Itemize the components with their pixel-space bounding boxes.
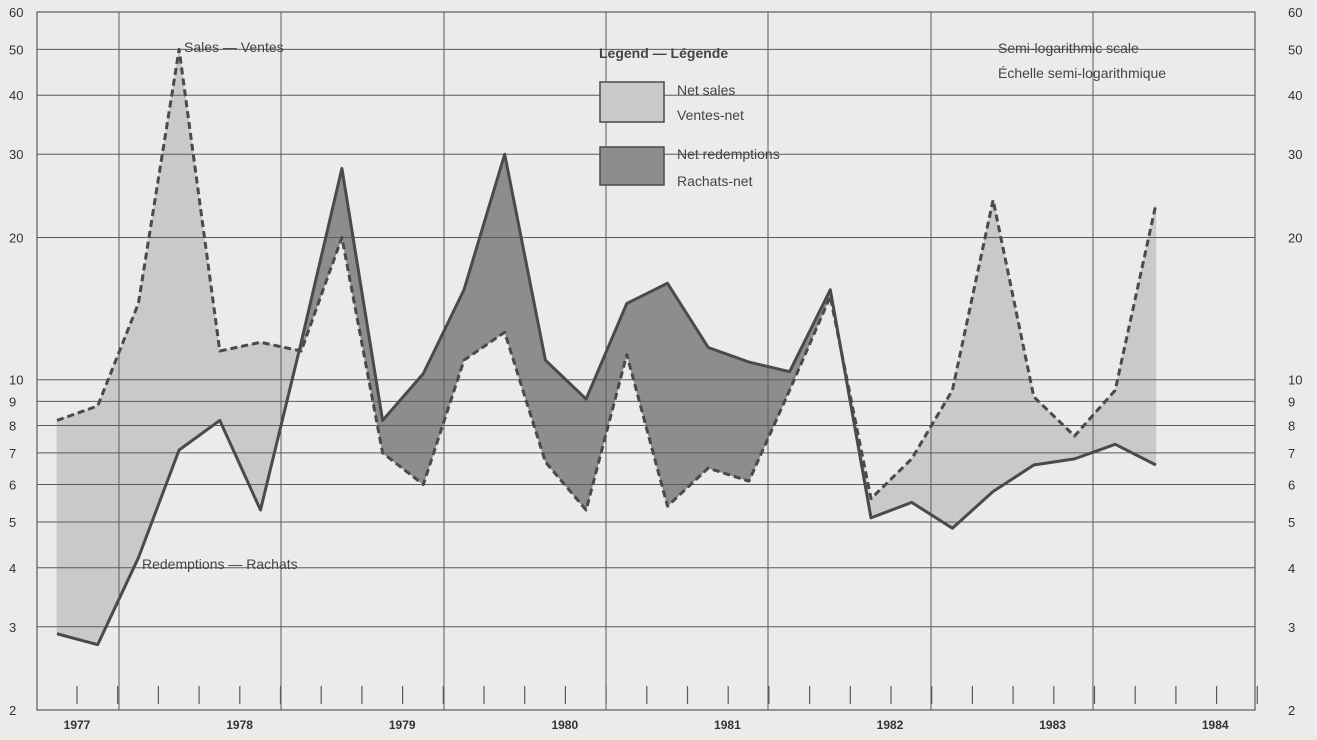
net-fill-segment <box>545 360 586 510</box>
y-tick-label-right: 30 <box>1288 147 1302 162</box>
x-year-label: 1980 <box>551 718 578 732</box>
legend-title: Legend — Légende <box>599 45 728 61</box>
y-tick-label-left: 60 <box>9 5 23 20</box>
scale-note-french: Échelle semi-logarithmique <box>998 65 1166 81</box>
net-fill-segment <box>179 49 220 450</box>
y-tick-label-left: 2 <box>9 703 16 718</box>
net-fill-segment <box>708 347 749 481</box>
y-tick-label-right: 4 <box>1288 561 1295 576</box>
y-tick-label-left: 8 <box>9 419 16 434</box>
series-label-sales: Sales — Ventes <box>184 39 284 55</box>
y-tick-label-left: 9 <box>9 394 16 409</box>
x-year-label: 1977 <box>64 718 91 732</box>
legend-swatch-net-sales <box>600 82 664 122</box>
net-fill-segment <box>464 154 505 360</box>
y-tick-label-left: 7 <box>9 446 16 461</box>
net-fill-segment <box>98 303 139 644</box>
net-fill-segment <box>627 283 668 506</box>
x-year-label: 1981 <box>714 718 741 732</box>
y-tick-label-right: 60 <box>1288 5 1302 20</box>
y-tick-label-left: 6 <box>9 478 16 493</box>
y-tick-label-right: 2 <box>1288 703 1295 718</box>
y-tick-label-right: 3 <box>1288 620 1295 635</box>
scale-note-english: Semi-logarithmic scale <box>998 40 1139 56</box>
y-tick-label-right: 8 <box>1288 419 1295 434</box>
legend-label-net-redemptions: Net redemptions <box>677 146 780 162</box>
x-year-label: 1984 <box>1202 718 1229 732</box>
y-tick-label-right: 9 <box>1288 394 1295 409</box>
y-tick-label-left: 20 <box>9 230 23 245</box>
y-tick-label-left: 50 <box>9 42 23 57</box>
legend-label-net-sales: Net sales <box>677 82 735 98</box>
y-tick-label-right: 40 <box>1288 88 1302 103</box>
y-tick-label-left: 10 <box>9 373 23 388</box>
y-tick-label-left: 3 <box>9 620 16 635</box>
net-fill-segment <box>1075 390 1116 459</box>
net-fill-segment <box>993 200 1034 491</box>
net-fill-segment <box>57 406 98 645</box>
y-tick-label-right: 10 <box>1288 373 1302 388</box>
net-fill-segment <box>138 49 179 557</box>
y-tick-label-left: 5 <box>9 515 16 530</box>
y-tick-label-right: 5 <box>1288 515 1295 530</box>
net-fill-segment <box>383 374 424 485</box>
x-year-label: 1982 <box>877 718 904 732</box>
x-year-label: 1979 <box>389 718 416 732</box>
y-tick-label-right: 7 <box>1288 446 1295 461</box>
legend-label-ventes-net: Ventes-net <box>677 107 744 123</box>
y-tick-label-right: 50 <box>1288 42 1302 57</box>
y-tick-label-right: 6 <box>1288 478 1295 493</box>
x-year-label: 1983 <box>1039 718 1066 732</box>
legend-label-rachats-net: Rachats-net <box>677 173 753 189</box>
series-label-redemptions: Redemptions — Rachats <box>142 556 298 572</box>
y-tick-label-left: 4 <box>9 561 16 576</box>
y-tick-label-left: 30 <box>9 147 23 162</box>
legend-swatch-net-redemptions <box>600 147 664 185</box>
y-tick-label-left: 40 <box>9 88 23 103</box>
net-fill-segment <box>505 154 546 462</box>
x-year-label: 1978 <box>226 718 253 732</box>
y-tick-label-right: 20 <box>1288 230 1302 245</box>
